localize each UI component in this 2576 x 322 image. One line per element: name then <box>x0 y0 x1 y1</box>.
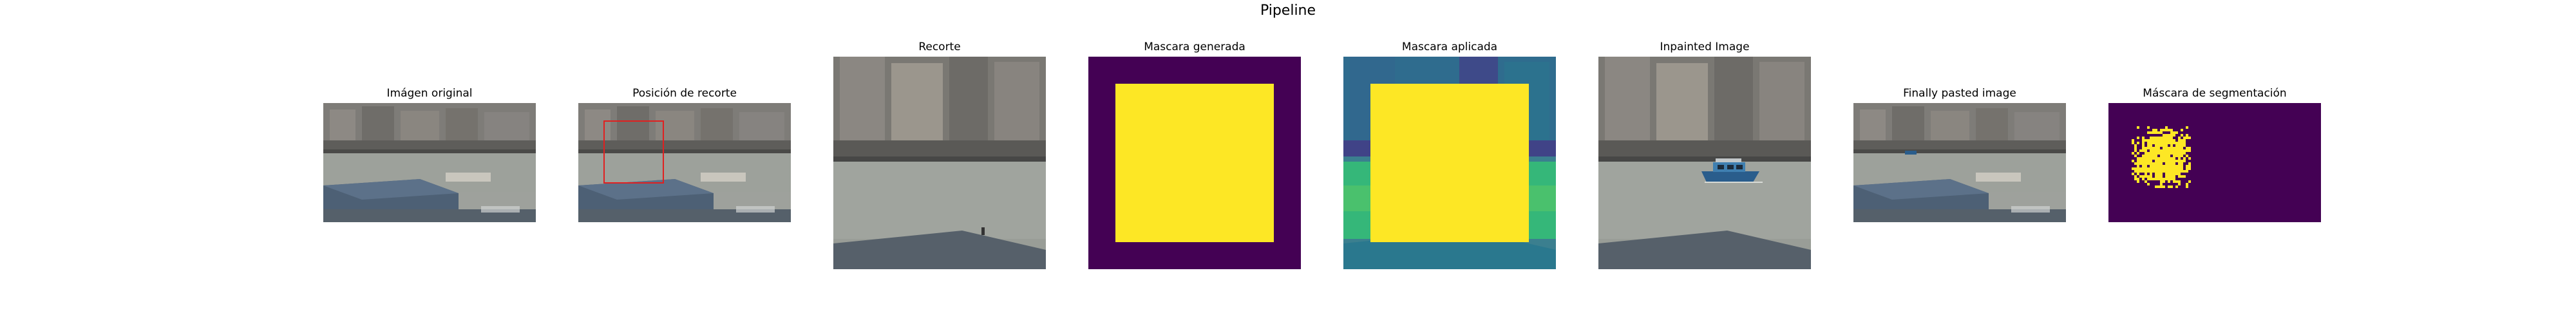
crop-image <box>833 57 1046 269</box>
segmentation-mask-image <box>2108 103 2321 222</box>
figure-title: Pipeline <box>0 3 2576 19</box>
panel-title: Máscara de segmentación <box>2057 87 2372 100</box>
panel-segmentation-mask: Máscara de segmentación <box>2108 103 2321 222</box>
panel-generated-mask: Mascara generada <box>1088 57 1301 269</box>
panel-crop: Recorte <box>833 57 1046 269</box>
original-image <box>323 103 536 222</box>
pasted-image <box>1853 103 2066 222</box>
panel-pasted-image: Finally pasted image <box>1853 103 2066 222</box>
panel-title: Inpainted Image <box>1547 41 1862 53</box>
applied-mask-image <box>1343 57 1556 269</box>
panel-inpainted-image: Inpainted Image <box>1598 57 1811 269</box>
panel-original-image: Imágen original <box>323 103 536 222</box>
panel-title: Posición de recorte <box>527 87 842 100</box>
panel-applied-mask: Mascara aplicada <box>1343 57 1556 269</box>
inpainted-image <box>1598 57 1811 269</box>
generated-mask-image <box>1088 57 1301 269</box>
crop-position-image <box>578 103 791 222</box>
panel-crop-position: Posición de recorte <box>578 103 791 222</box>
